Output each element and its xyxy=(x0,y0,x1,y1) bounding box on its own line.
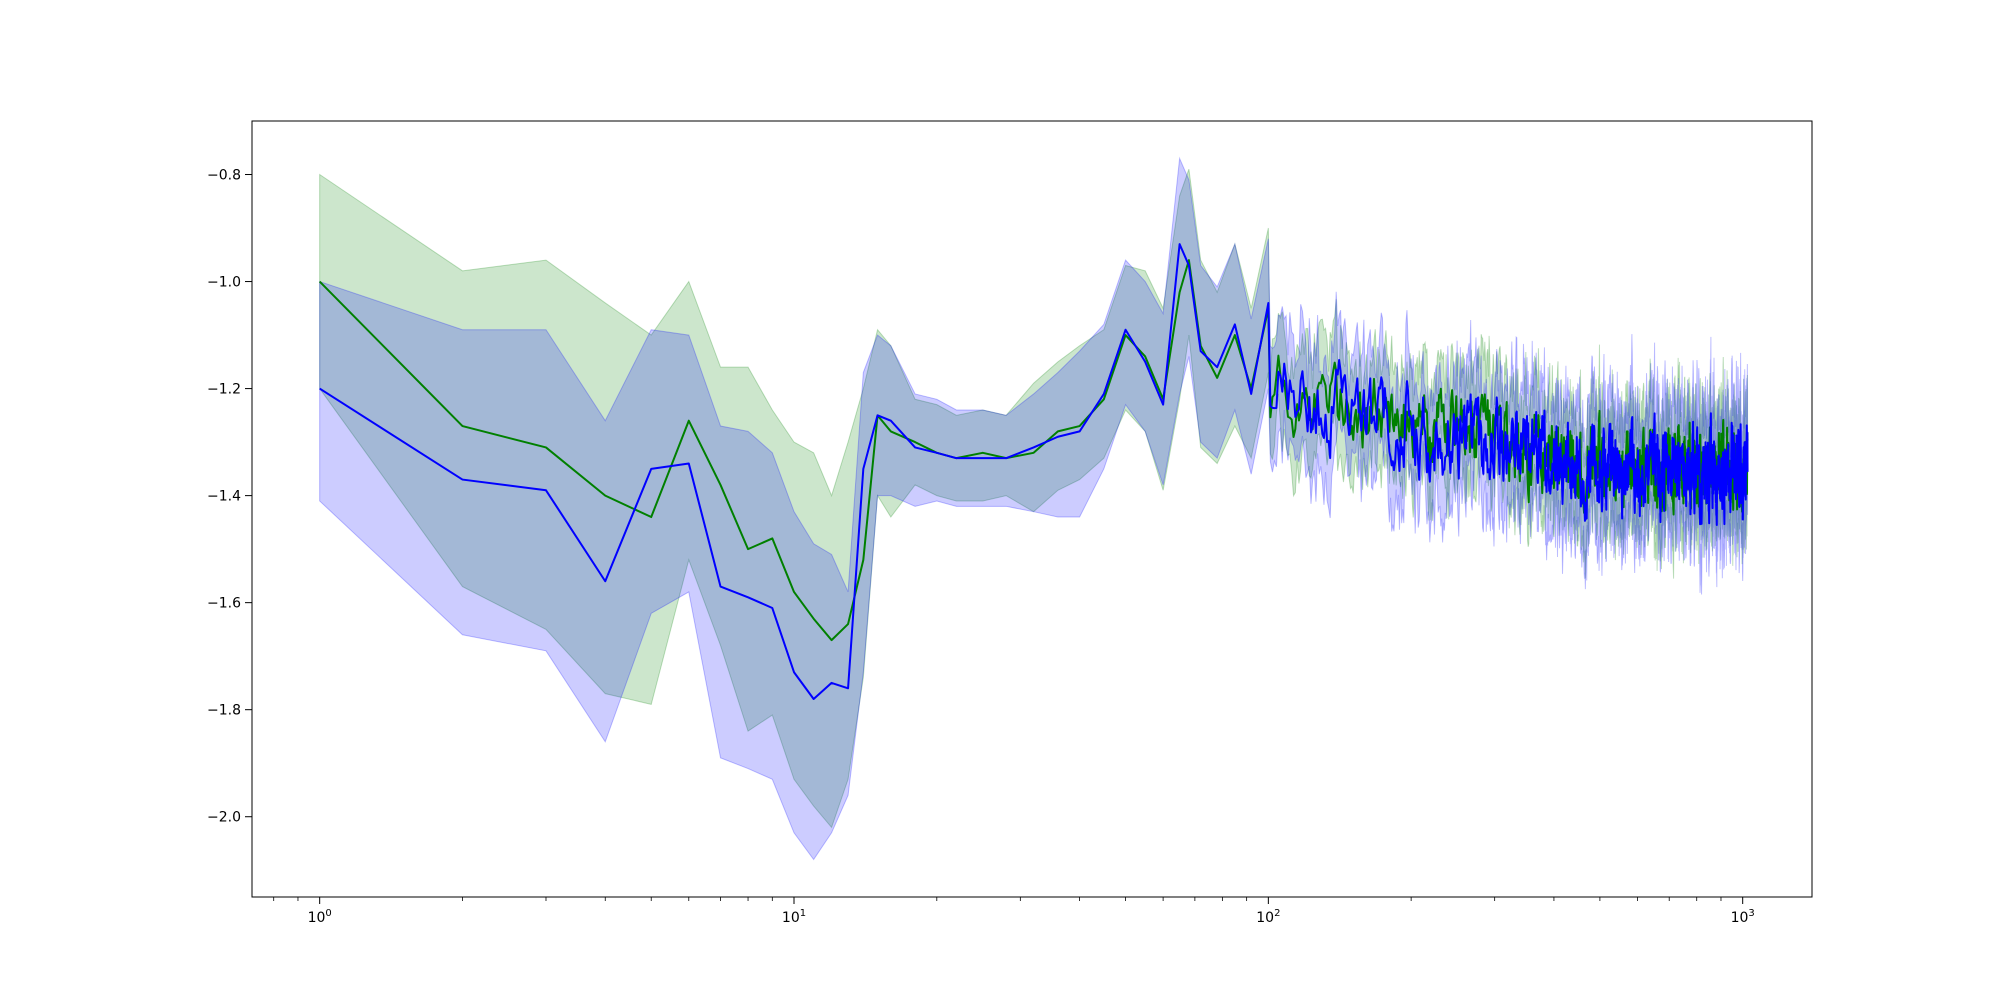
y-axis: −0.8 −1.0 −1.2 −1.4 −1.6 −1.8 −2.0 xyxy=(207,168,252,826)
y-tick-label: −1.4 xyxy=(207,489,241,505)
y-tick-label: −1.0 xyxy=(207,275,241,291)
x-tick-label: 100 xyxy=(308,908,332,926)
y-tick-label: −1.8 xyxy=(207,703,241,719)
x-axis: 100 101 102 103 xyxy=(273,897,1755,926)
y-tick-label: −2.0 xyxy=(207,810,241,826)
line-series-2 xyxy=(319,243,1749,700)
plot-frame xyxy=(251,120,1813,898)
confidence-bands xyxy=(319,156,1749,861)
x-tick-label: 103 xyxy=(1731,908,1755,926)
series-lines xyxy=(318,243,1749,700)
y-tick-label: −1.2 xyxy=(207,382,241,398)
y-tick-label: −1.6 xyxy=(207,596,241,612)
x-tick-label: 102 xyxy=(1256,908,1280,926)
band-series-2 xyxy=(319,156,1749,861)
y-tick-label: −0.8 xyxy=(207,168,241,184)
x-tick-label: 101 xyxy=(782,908,806,926)
